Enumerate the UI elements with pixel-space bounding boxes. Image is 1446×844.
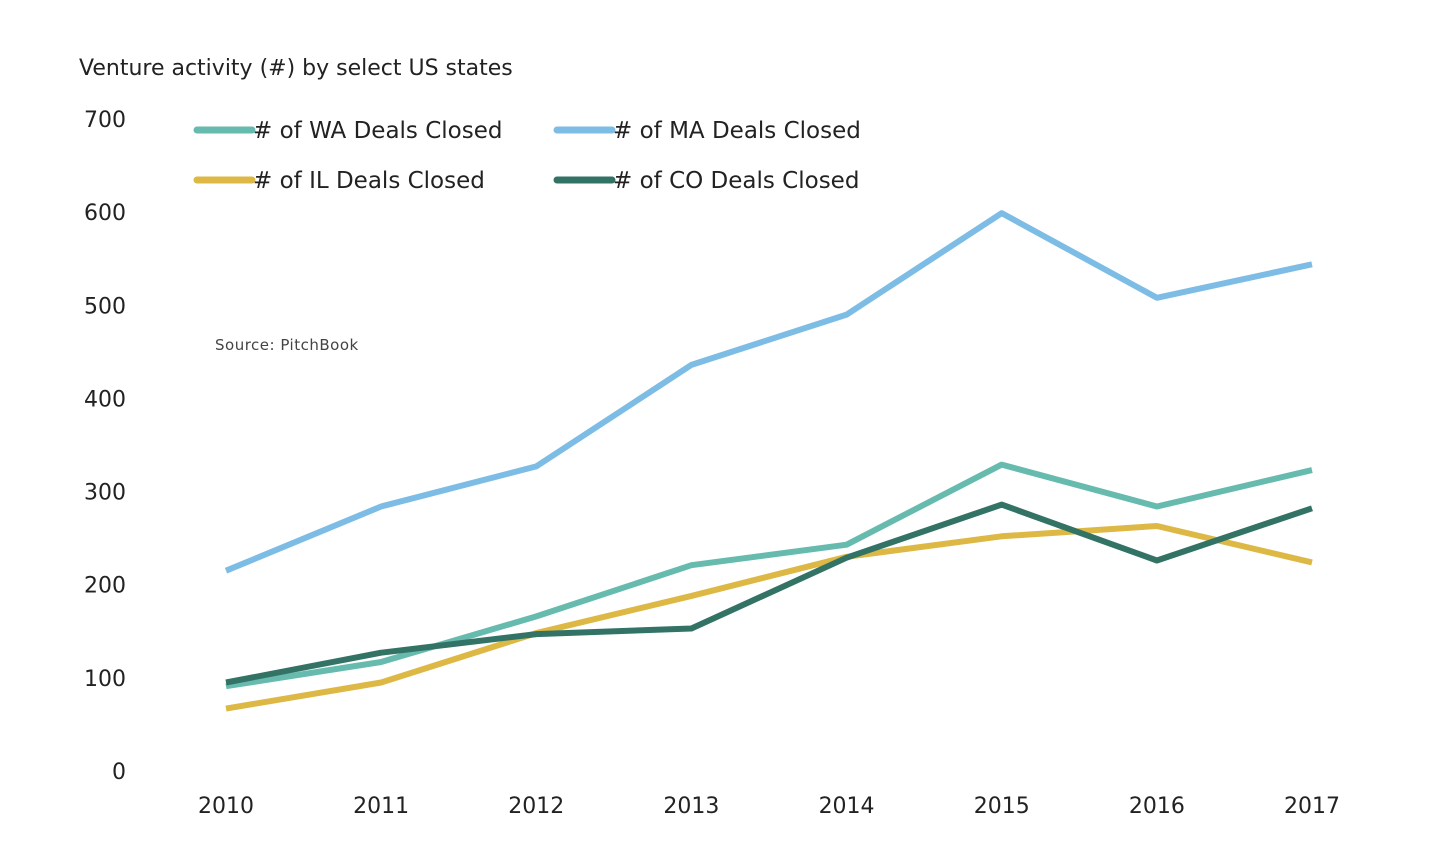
series-layer [224,210,1313,712]
x-tick-label: 2016 [1129,794,1185,819]
x-tick-label: 2011 [353,794,409,819]
x-tick-label: 2015 [974,794,1030,819]
series-line-co [225,501,1313,686]
legend-item-wa: # of WA Deals Closed [193,118,503,144]
y-tick-label: 600 [84,201,126,226]
legend-item-ma: # of MA Deals Closed [553,118,861,144]
x-tick-label: 2017 [1284,794,1340,819]
series-line-ma [224,210,1313,574]
y-tick-label: 700 [84,108,126,133]
y-tick-label: 200 [84,574,126,599]
x-tick-label: 2010 [198,794,254,819]
series-line-wa [225,461,1313,690]
y-tick-label: 0 [112,760,126,785]
x-tick-label: 2014 [819,794,875,819]
legend: # of WA Deals Closed # of MA Deals Closed… [193,118,861,194]
legend-item-il: # of IL Deals Closed [193,168,485,194]
legend-label-co: # of CO Deals Closed [613,168,859,194]
series-line-il [225,523,1313,712]
y-tick-label: 300 [84,481,126,506]
x-tick-label: 2013 [663,794,719,819]
legend-label-ma: # of MA Deals Closed [613,118,861,144]
y-tick-label: 500 [84,294,126,319]
legend-label-il: # of IL Deals Closed [253,168,485,194]
y-axis: 0 100 200 300 400 500 600 700 [84,108,126,785]
legend-label-wa: # of WA Deals Closed [253,118,503,144]
x-tick-label: 2012 [508,794,564,819]
legend-item-co: # of CO Deals Closed [553,168,859,194]
y-tick-label: 400 [84,387,126,412]
source-note: Source: PitchBook [215,336,359,354]
y-tick-label: 100 [84,667,126,692]
chart-title: Venture activity (#) by select US states [79,56,513,81]
x-axis: 2010 2011 2012 2013 2014 2015 2016 2017 [198,794,1340,819]
